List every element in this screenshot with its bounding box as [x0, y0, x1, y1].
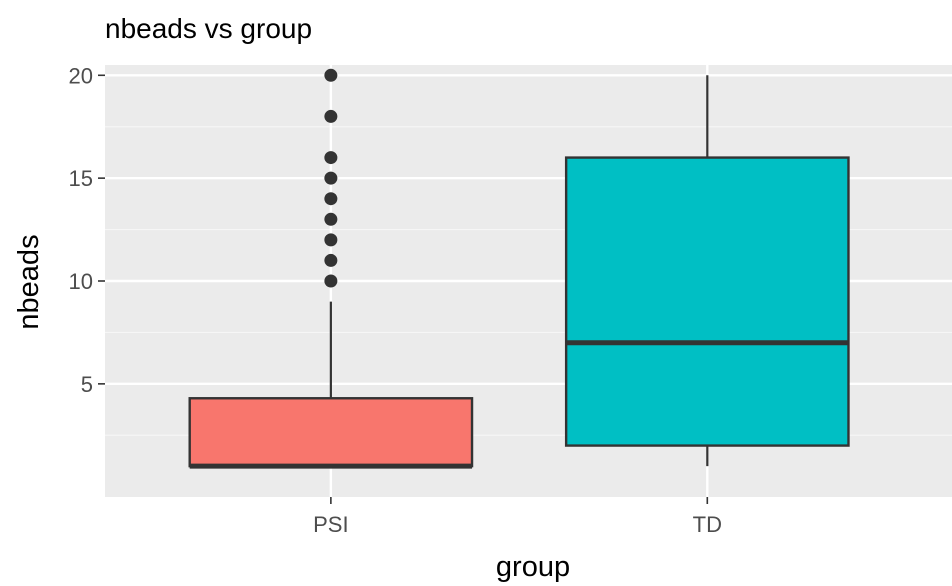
outlier-point — [324, 192, 337, 205]
x-tick-label: TD — [693, 512, 722, 537]
x-axis-ticks: PSI TD — [313, 497, 722, 537]
outlier-point — [324, 110, 337, 123]
outlier-point — [324, 275, 337, 288]
y-tick-label: 10 — [69, 269, 93, 294]
y-tick-label: 15 — [69, 166, 93, 191]
x-tick-label: PSI — [313, 512, 348, 537]
x-axis-title: group — [496, 551, 570, 583]
outlier-point — [324, 172, 337, 185]
outlier-point — [324, 213, 337, 226]
outlier-point — [324, 233, 337, 246]
chart-title: nbeads vs group — [105, 13, 312, 44]
y-axis-title: nbeads — [13, 234, 45, 329]
box-iqr — [566, 158, 848, 446]
box-iqr — [190, 398, 472, 466]
outlier-point — [324, 254, 337, 267]
y-tick-label: 5 — [81, 372, 93, 397]
y-axis-ticks: 5 10 15 20 — [69, 63, 105, 397]
y-tick-label: 20 — [69, 63, 93, 88]
outlier-point — [324, 151, 337, 164]
outlier-point — [324, 69, 337, 82]
